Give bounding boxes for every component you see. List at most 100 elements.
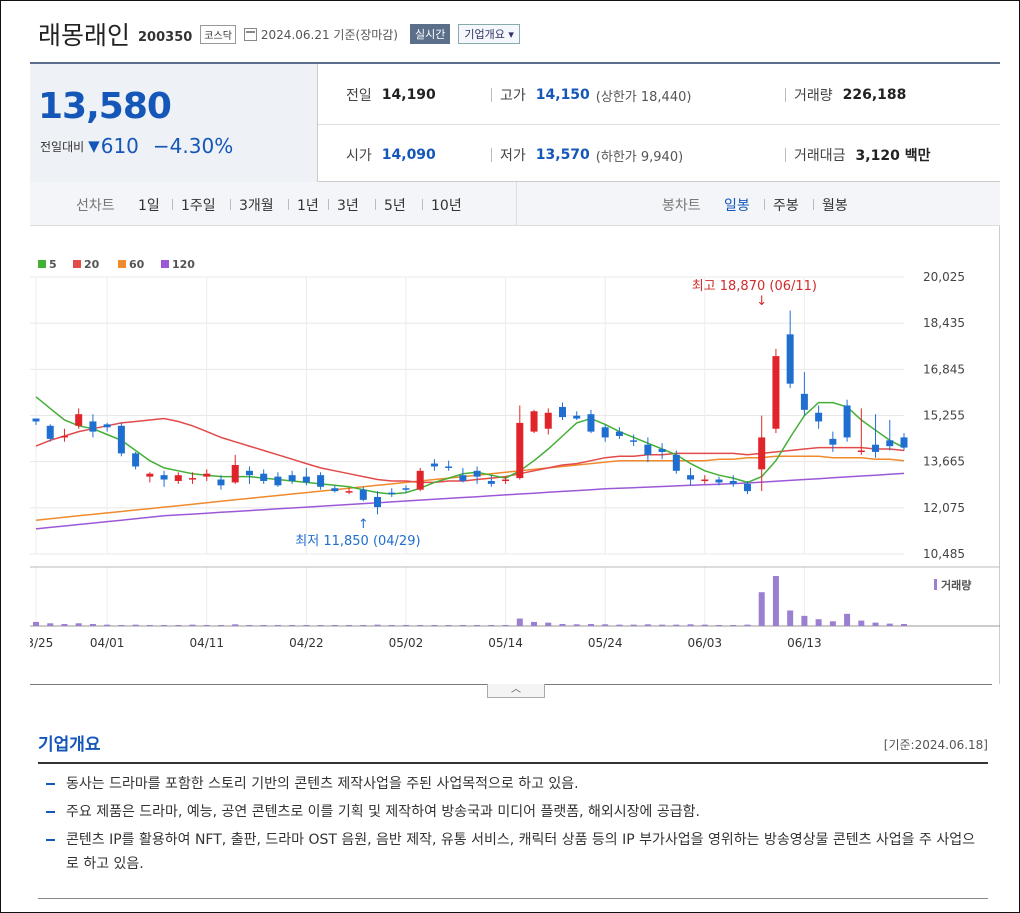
x-tick-label: 04/11 — [189, 636, 224, 650]
x-tick-label: 04/22 — [289, 636, 324, 650]
volume-bar — [787, 610, 794, 626]
candle-body — [359, 489, 367, 500]
overview-item: 주요 제품은 드라마, 예능, 공연 콘텐츠로 이를 기획 및 제작하여 방송국… — [46, 800, 986, 824]
tab-weekly[interactable]: 주봉 — [773, 198, 799, 214]
candle-body — [843, 405, 851, 438]
legend-label: 120 — [172, 258, 195, 271]
candle-body — [402, 488, 410, 490]
volume-bar — [402, 624, 409, 626]
y-tick-label: 10,485 — [923, 547, 965, 561]
volume-bar — [829, 621, 836, 626]
prev-close: 전일 14,190 — [346, 87, 436, 104]
volume-bar — [33, 621, 39, 626]
volume-bar — [901, 623, 907, 626]
change-percent: −4.30% — [152, 134, 234, 158]
volume-bar — [431, 624, 438, 626]
legend-swatch — [161, 260, 169, 268]
volume-bar — [75, 623, 82, 626]
volume-bar — [232, 624, 239, 626]
candle-body — [815, 412, 823, 422]
bullet-icon — [46, 839, 55, 841]
y-tick-label: 12,075 — [923, 501, 965, 515]
volume-bar — [516, 618, 523, 626]
tab-5y[interactable]: 5년 — [384, 198, 406, 214]
legend-swatch — [38, 260, 46, 268]
volume-bar — [417, 624, 424, 626]
volume-bar — [175, 624, 182, 626]
volume-bar — [346, 624, 353, 626]
tab-monthly[interactable]: 월봉 — [822, 198, 848, 214]
volume-bar — [331, 624, 338, 626]
candle-body — [416, 470, 424, 490]
volume-bar — [872, 622, 879, 626]
candle-body — [317, 475, 325, 487]
market-badge: 코스닥 — [200, 24, 236, 44]
candle-body — [573, 415, 581, 419]
candle-body — [89, 421, 97, 432]
tab-3m[interactable]: 3개월 — [239, 198, 274, 214]
realtime-button[interactable]: 실시간 — [410, 24, 451, 44]
volume-bar — [47, 623, 54, 626]
candle-body — [644, 444, 652, 455]
volume-bar — [118, 624, 125, 626]
overview-list: 동사는 드라마를 포함한 스토리 기반의 콘텐츠 제작사업을 주된 사업목적으로… — [46, 772, 986, 880]
volume-bar — [89, 623, 96, 626]
x-tick-label: 05/14 — [488, 636, 523, 650]
volume-bar — [758, 592, 765, 626]
tab-1y[interactable]: 1년 — [297, 198, 319, 214]
current-price-box: 13,580 전일대비 ▼ 610 −4.30% — [30, 64, 318, 182]
candle-body — [615, 431, 623, 436]
candle-body — [60, 435, 68, 438]
candle-body — [487, 480, 495, 484]
tab-1w[interactable]: 1주일 — [181, 198, 216, 214]
high-price: 고가 14,150 (상한가 18,440) — [500, 87, 692, 105]
x-tick-label: 05/02 — [389, 636, 424, 650]
volume: 거래량 226,188 — [794, 87, 907, 104]
volume-bar — [531, 621, 538, 626]
collapse-chart-button[interactable]: ︿ — [487, 684, 545, 698]
stock-code: 200350 — [138, 29, 193, 45]
candle-body — [800, 393, 808, 410]
volume-bar — [545, 622, 552, 626]
volume-bar — [189, 624, 196, 626]
candle-body — [829, 438, 837, 445]
candle-body — [260, 473, 268, 481]
candle-body — [872, 444, 880, 452]
candle-body — [174, 475, 182, 481]
tab-10y[interactable]: 10년 — [431, 198, 462, 214]
volume-bar — [687, 624, 694, 626]
volume-bar — [587, 623, 594, 626]
volume-bar — [217, 624, 224, 626]
volume-bar — [844, 613, 851, 626]
candle-body — [502, 479, 510, 482]
legend-swatch — [73, 260, 81, 268]
volume-bar — [772, 576, 779, 626]
volume-bar — [445, 624, 452, 626]
volume-bar — [388, 624, 395, 626]
candle-body — [132, 453, 140, 467]
tab-daily[interactable]: 일봉 — [724, 198, 750, 214]
x-tick-label: 04/01 — [90, 636, 125, 650]
candle-body — [886, 440, 894, 447]
ma-line-60 — [35, 455, 905, 521]
candle-body — [544, 412, 552, 429]
candle-body — [857, 450, 865, 452]
base-date: 2024.06.21 기준(장마감) — [260, 27, 398, 42]
volume-legend-swatch — [934, 579, 937, 590]
tab-3y[interactable]: 3년 — [337, 198, 359, 214]
volume-bar — [203, 624, 210, 626]
max-arrow-icon: ↓ — [756, 294, 767, 309]
candle-body — [331, 488, 339, 492]
volume-bar — [132, 624, 139, 626]
volume-bar — [616, 624, 623, 626]
legend-swatch — [118, 260, 126, 268]
candle-body — [374, 496, 382, 508]
volume-bar — [474, 624, 481, 626]
tab-1d[interactable]: 1일 — [138, 198, 160, 214]
volume-bar — [104, 624, 111, 626]
company-overview-dropdown[interactable]: 기업개요 ▾ — [458, 24, 520, 44]
legend-label: 60 — [129, 258, 145, 271]
overview-item: 콘텐츠 IP를 활용하여 NFT, 출판, 드라마 OST 음원, 음반 제작,… — [46, 828, 986, 876]
change-amount: 610 — [100, 134, 139, 158]
candle-body — [288, 475, 296, 481]
